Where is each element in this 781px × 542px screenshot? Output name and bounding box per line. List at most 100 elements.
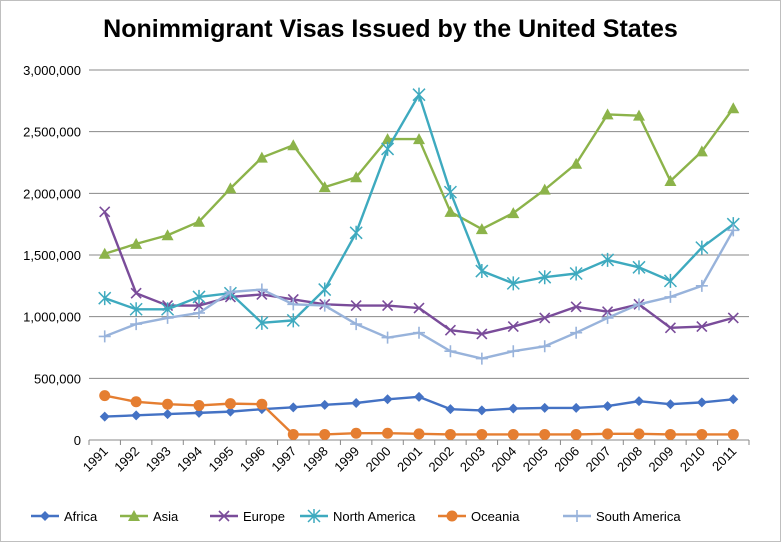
data-point-oceania <box>633 428 645 440</box>
data-point-north-america <box>98 291 112 306</box>
data-point-south-america <box>98 330 111 343</box>
x-tick-label: 1993 <box>143 444 174 475</box>
data-point-asia <box>695 145 708 157</box>
data-point-oceania <box>727 428 739 440</box>
x-tick-label: 1995 <box>205 444 236 475</box>
data-point-south-america <box>318 299 331 312</box>
x-tick-label: 2007 <box>583 444 614 475</box>
data-point-south-america <box>130 318 143 331</box>
data-point-europe <box>727 312 739 324</box>
data-point-asia <box>318 181 331 193</box>
legend-label-africa: Africa <box>64 509 98 524</box>
data-point-europe <box>602 306 614 318</box>
data-point-oceania <box>539 428 551 440</box>
data-point-asia <box>570 157 583 169</box>
data-point-south-america <box>507 345 520 358</box>
y-tick-label: 500,000 <box>34 371 81 386</box>
data-point-asia <box>664 175 677 186</box>
data-point-africa <box>351 398 362 408</box>
data-point-oceania <box>193 399 205 411</box>
data-point-europe <box>382 300 394 312</box>
x-tick-label: 2011 <box>709 444 739 474</box>
data-point-africa <box>571 402 582 413</box>
data-point-africa <box>508 403 519 414</box>
data-point-south-america <box>601 311 614 324</box>
data-point-africa <box>665 399 676 410</box>
legend-marker-oceania <box>446 510 458 522</box>
data-point-asia <box>633 109 645 121</box>
data-point-north-america <box>129 302 143 317</box>
data-point-africa <box>382 394 393 405</box>
data-point-asia <box>193 215 205 227</box>
x-tick-label: 1999 <box>331 444 362 475</box>
x-tick-label: 2000 <box>363 444 394 475</box>
data-point-europe <box>570 301 582 313</box>
data-point-south-america <box>350 318 363 331</box>
y-tick-label: 1,000,000 <box>23 310 81 325</box>
x-tick-label: 2008 <box>614 444 645 475</box>
data-point-south-america <box>413 326 425 339</box>
data-point-asia <box>224 182 237 194</box>
data-point-asia <box>538 183 551 195</box>
data-point-south-america <box>570 326 583 339</box>
data-point-north-america <box>192 289 206 304</box>
data-point-asia <box>287 139 300 151</box>
data-point-south-america <box>475 352 488 365</box>
data-point-oceania <box>162 398 174 410</box>
legend-marker-south-america <box>571 510 583 522</box>
data-point-africa <box>99 411 110 422</box>
data-point-north-america <box>601 252 615 267</box>
data-point-north-america <box>286 313 300 328</box>
legend-marker-north-america <box>307 509 321 523</box>
data-point-europe <box>413 302 425 314</box>
data-point-north-america <box>506 276 520 291</box>
legend-item-asia: Asia <box>120 509 179 524</box>
data-point-oceania <box>507 428 519 440</box>
legend-item-africa: Africa <box>31 509 98 524</box>
data-point-south-america <box>444 345 457 358</box>
data-point-europe <box>696 320 708 333</box>
legend-item-south-america: South America <box>563 509 681 524</box>
data-point-africa <box>728 394 739 405</box>
data-point-asia <box>413 133 425 145</box>
y-tick-label: 2,000,000 <box>23 186 81 201</box>
legend-marker-asia <box>128 510 140 521</box>
data-point-europe <box>99 206 111 218</box>
data-point-oceania <box>444 428 456 440</box>
data-point-oceania <box>99 390 111 402</box>
data-point-africa <box>162 409 173 420</box>
data-point-asia <box>475 223 488 235</box>
data-point-oceania <box>256 398 268 410</box>
data-point-north-america <box>349 225 363 240</box>
data-point-asia <box>601 108 614 120</box>
data-point-north-america <box>318 282 332 297</box>
data-point-africa <box>445 404 456 415</box>
data-point-africa <box>602 401 613 412</box>
x-tick-label: 2003 <box>457 444 488 475</box>
x-tick-label: 2009 <box>645 444 676 475</box>
data-point-south-america <box>193 306 205 319</box>
data-point-oceania <box>696 428 708 440</box>
legend-item-north-america: North America <box>300 509 416 524</box>
data-point-north-america <box>412 87 426 102</box>
legend-marker-africa <box>40 511 50 521</box>
legend-item-europe: Europe <box>210 509 285 524</box>
data-point-oceania <box>602 428 614 440</box>
data-point-africa <box>225 406 236 417</box>
series-line-asia <box>104 107 735 255</box>
data-point-oceania <box>319 428 331 440</box>
data-point-south-america <box>633 298 645 311</box>
data-point-africa <box>288 402 299 413</box>
data-point-south-america <box>664 290 677 303</box>
data-point-asia <box>350 171 363 183</box>
data-point-oceania <box>350 427 362 439</box>
data-point-asia <box>98 247 111 259</box>
data-point-asia <box>255 151 268 163</box>
data-point-north-america <box>538 270 552 285</box>
series-south-america <box>98 224 740 365</box>
data-point-asia <box>381 133 394 145</box>
data-point-asia <box>161 229 174 241</box>
legend-label-asia: Asia <box>153 509 179 524</box>
data-point-north-america <box>475 264 489 279</box>
y-tick-label: 1,500,000 <box>23 248 81 263</box>
